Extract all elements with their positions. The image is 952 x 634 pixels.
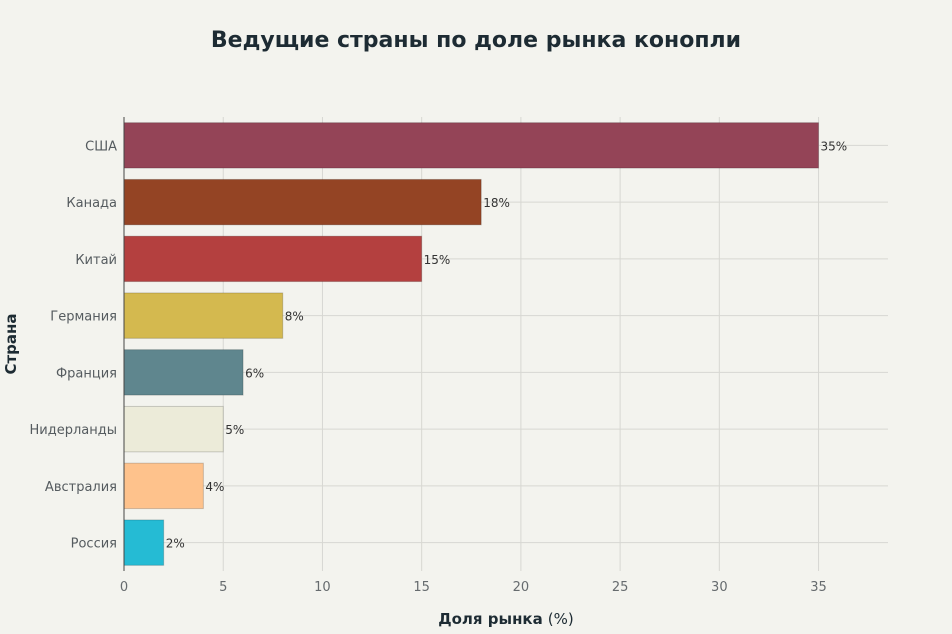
bar bbox=[123, 122, 820, 169]
bar bbox=[123, 235, 423, 283]
data-label: 35% bbox=[821, 139, 848, 153]
category-label: США bbox=[85, 139, 117, 154]
x-tick-label: 35 bbox=[810, 580, 827, 595]
x-tick-label: 30 bbox=[711, 580, 728, 595]
bar bbox=[123, 178, 482, 226]
bars bbox=[123, 122, 820, 566]
chart-title: Ведущие страны по доле рынка конопли bbox=[211, 28, 741, 53]
x-tick-label: 10 bbox=[314, 580, 331, 595]
x-tick-label: 25 bbox=[612, 580, 629, 595]
bar bbox=[123, 405, 224, 453]
x-tick-label: 5 bbox=[219, 580, 227, 595]
x-axis-title: Доля рынка (%) bbox=[438, 610, 573, 628]
labels: 0 5 10 15 20 25 30 35 США 35% Канада 18% Китай 15% Гер… bbox=[30, 139, 848, 595]
data-label: 5% bbox=[225, 423, 244, 437]
data-label: 8% bbox=[285, 310, 304, 324]
y-axis-title: Страна bbox=[2, 313, 20, 374]
category-label: Нидерланды bbox=[30, 423, 118, 438]
category-label: Канада bbox=[66, 196, 117, 211]
bar bbox=[123, 292, 284, 339]
data-label: 2% bbox=[166, 537, 185, 551]
data-label: 6% bbox=[245, 366, 264, 380]
data-label: 15% bbox=[424, 253, 451, 267]
category-label: Австралия bbox=[45, 480, 117, 495]
x-axis-unit: (%) bbox=[548, 610, 574, 628]
category-label: Германия bbox=[50, 310, 117, 325]
bar bbox=[123, 519, 165, 566]
category-label: Россия bbox=[71, 537, 117, 552]
x-tick-label: 15 bbox=[413, 580, 430, 595]
x-axis-title-text: Доля рынка bbox=[438, 610, 542, 628]
data-label: 18% bbox=[483, 196, 510, 210]
x-tick-label: 20 bbox=[513, 580, 530, 595]
category-label: Китай bbox=[75, 253, 117, 268]
bar bbox=[123, 349, 244, 396]
category-label: Франция bbox=[56, 366, 117, 381]
data-label: 4% bbox=[205, 480, 224, 494]
bar bbox=[123, 462, 204, 510]
x-tick-label: 0 bbox=[120, 580, 128, 595]
